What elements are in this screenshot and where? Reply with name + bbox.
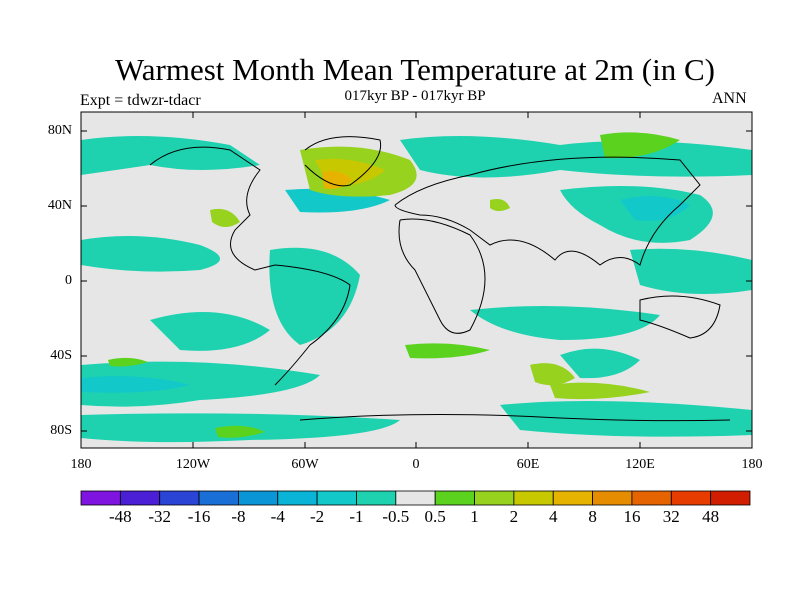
colorbar-label: 8	[588, 507, 597, 526]
colorbar-swatch	[395, 490, 436, 506]
lon-label-180e: 180	[741, 457, 763, 472]
colorbar-swatch	[592, 490, 633, 506]
colorbar-swatch	[474, 490, 515, 506]
lon-label-120e: 120E	[625, 457, 655, 472]
colorbar-label: 16	[623, 507, 641, 526]
colorbar-label: -8	[231, 507, 246, 526]
colorbar-swatch	[277, 490, 318, 506]
colorbar-swatch	[119, 490, 161, 506]
colorbar-label: -32	[148, 507, 172, 526]
lon-label-60w: 60W	[291, 457, 319, 472]
lon-label-0: 0	[412, 457, 420, 472]
colorbar-swatch	[710, 490, 751, 506]
colorbar	[80, 490, 751, 506]
colorbar-label: 48	[702, 507, 720, 526]
lon-label-120w: 120W	[175, 457, 211, 472]
colorbar-label: 1	[470, 507, 479, 526]
colorbar-label: -4	[270, 507, 285, 526]
lat-label-80n: 80N	[47, 123, 72, 138]
colorbar-label: 0.5	[424, 507, 446, 526]
colorbar-swatch	[552, 490, 593, 506]
colorbar-swatch	[513, 490, 554, 506]
colorbar-swatch	[80, 490, 121, 506]
colorbar-swatch	[159, 490, 200, 506]
colorbar-label: -0.5	[382, 507, 410, 526]
lat-label-0: 0	[65, 273, 72, 288]
colorbar-label: -48	[109, 507, 132, 526]
coastlines	[149, 136, 731, 422]
colorbar-swatch	[356, 490, 397, 506]
lat-label-40s: 40S	[50, 348, 72, 363]
period-label: ANN	[712, 90, 747, 107]
colorbar-swatch	[670, 490, 712, 506]
map-subtitle: 017kyr BP - 017kyr BP	[344, 88, 486, 104]
lat-label-80s: 80S	[50, 423, 72, 438]
colorbar-label: 32	[662, 507, 680, 526]
colorbar-swatch	[631, 490, 672, 506]
map-ticks	[81, 112, 752, 448]
colorbar-label: 2	[509, 507, 519, 526]
colorbar-swatch	[198, 490, 239, 506]
colorbar-swatch	[316, 490, 357, 506]
experiment-label: Expt = tdwzr-tdacr	[80, 92, 201, 109]
positive-anomaly-shading	[108, 132, 680, 438]
lat-label-40n: 40N	[47, 198, 72, 213]
colorbar-label: -2	[310, 507, 325, 526]
colorbar-label: -1	[349, 507, 364, 526]
map-title: Warmest Month Mean Temperature at 2m (in…	[115, 52, 715, 87]
colorbar-label: 4	[548, 507, 558, 526]
colorbar-swatch	[238, 490, 279, 506]
colorbar-label: -16	[187, 507, 211, 526]
colorbar-swatch	[434, 490, 475, 506]
lon-label-60e: 60E	[516, 457, 540, 472]
lon-label-180w: 180	[70, 457, 92, 472]
